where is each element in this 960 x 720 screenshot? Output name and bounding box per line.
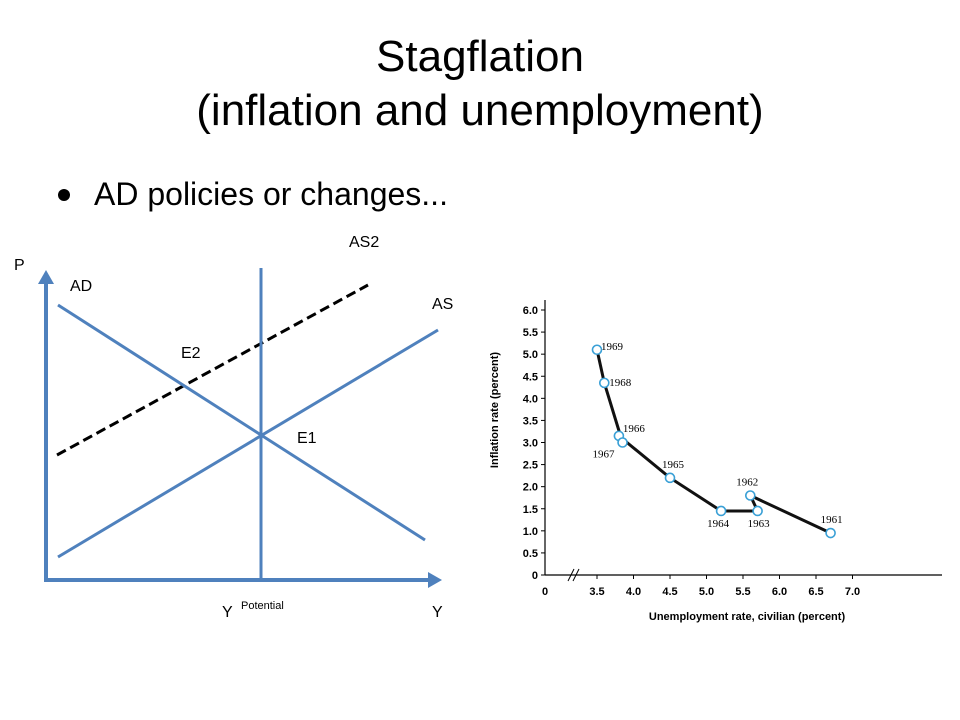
potential-y-label: Y	[222, 604, 233, 621]
y-tick-label: 4.0	[523, 393, 538, 405]
year-label-1966: 1966	[623, 423, 646, 435]
y-tick-label: 4.5	[523, 371, 538, 383]
data-point-1965	[664, 472, 676, 484]
year-label-1964: 1964	[707, 518, 730, 530]
axis-break-mark	[567, 568, 575, 582]
y-tick-label: 5.0	[523, 349, 538, 361]
y-tick-label: 0.5	[523, 548, 538, 560]
year-label-1963: 1963	[748, 518, 771, 530]
y-tick-label: 6.0	[523, 305, 538, 317]
x-tick-label: 6.0	[772, 586, 787, 598]
x-tick-label: 4.0	[626, 586, 641, 598]
bullet-dot-icon	[58, 188, 70, 201]
x-tick-label: 6.5	[808, 586, 823, 598]
bullet-text: AD policies or changes...	[94, 176, 448, 212]
year-label-1961: 1961	[821, 514, 843, 526]
output-axis-arrow-icon	[428, 572, 442, 588]
phillips-series-line	[595, 349, 832, 535]
as-curve	[57, 328, 439, 559]
year-label-1969: 1969	[601, 341, 624, 353]
data-point-1961	[825, 527, 836, 539]
output-axis-label: Y	[432, 604, 443, 621]
ad-curve	[57, 303, 426, 542]
x-tick-label: 3.5	[589, 586, 604, 598]
x-tick-label: 7.0	[845, 586, 860, 598]
x-tick-label: 4.5	[662, 586, 677, 598]
y-tick-label: 1.0	[523, 526, 538, 538]
y-tick-label: 1.5	[523, 504, 538, 516]
price-axis-label: P	[14, 257, 25, 274]
y-axis-title: Inflation rate (percent)	[489, 352, 501, 468]
y-tick-label: 2.5	[523, 460, 538, 472]
data-point-1963	[752, 505, 763, 517]
bullet-item: AD policies or changes...	[58, 176, 448, 213]
year-label-1967: 1967	[593, 449, 616, 461]
year-label-1968: 1968	[609, 377, 632, 389]
axis-break-mark	[572, 568, 580, 582]
year-label-1962: 1962	[736, 477, 758, 489]
data-point-1968	[598, 377, 610, 389]
ad-label: AD	[70, 278, 92, 295]
x-tick-label: 5.0	[699, 586, 714, 598]
as2-label: AS2	[349, 234, 379, 251]
data-point-1962	[744, 490, 756, 501]
slide-title: Stagflation (inflation and unemployment)	[0, 30, 960, 138]
y-tick-label: 5.5	[523, 327, 538, 339]
y-tick-label: 0	[532, 570, 538, 582]
data-point-1967	[617, 437, 628, 448]
e1-label: E1	[297, 430, 317, 447]
price-axis-arrow-icon	[38, 270, 54, 284]
year-label-1965: 1965	[662, 459, 685, 471]
y-tick-label: 2.0	[523, 482, 538, 494]
data-point-1969	[591, 344, 603, 356]
potential-subscript: Potential	[241, 600, 284, 612]
x-tick-label: 5.5	[735, 586, 750, 598]
y-tick-label: 3.0	[523, 438, 538, 450]
title-line-1: Stagflation	[376, 32, 584, 81]
as-label: AS	[432, 296, 453, 313]
e2-label: E2	[181, 345, 201, 362]
x-tick-label: 0	[542, 586, 548, 598]
x-axis-title: Unemployment rate, civilian (percent)	[649, 611, 846, 623]
y-tick-label: 3.5	[523, 415, 538, 427]
data-point-1964	[715, 505, 727, 517]
title-line-2: (inflation and unemployment)	[196, 86, 764, 135]
